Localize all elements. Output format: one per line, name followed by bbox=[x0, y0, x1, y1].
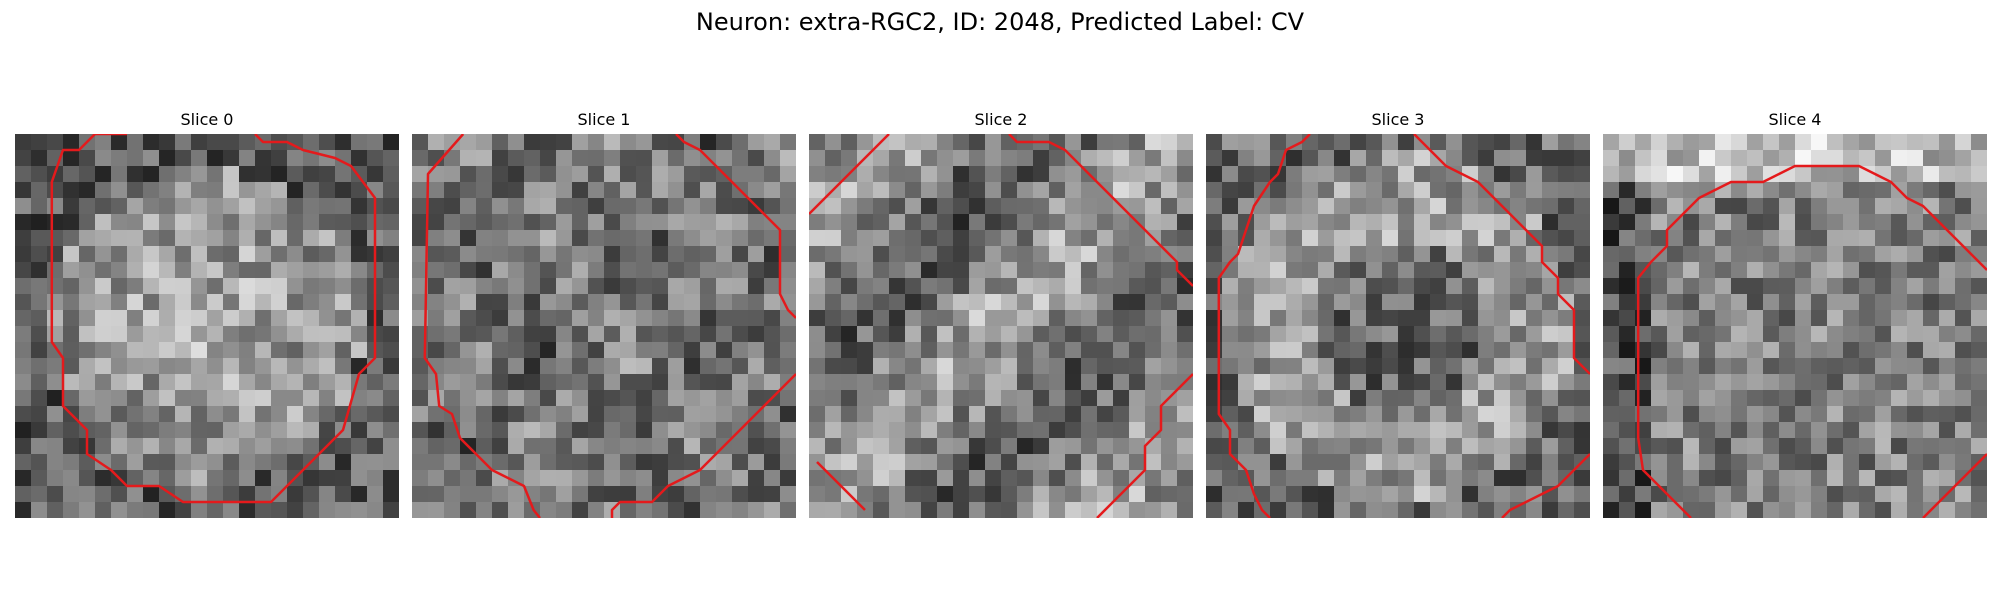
contour-line-0 bbox=[809, 134, 890, 215]
slice-panel-0: Slice 0 bbox=[15, 108, 399, 518]
slice-image bbox=[15, 134, 399, 518]
slice-title: Slice 2 bbox=[974, 110, 1028, 129]
contour-line-1 bbox=[1922, 453, 1987, 518]
contour-line-1 bbox=[610, 373, 796, 518]
slice-image bbox=[809, 134, 1193, 518]
contour-line-1 bbox=[1008, 134, 1193, 287]
slice-panel-2: Slice 2 bbox=[809, 108, 1193, 518]
slice-panel-4: Slice 4 bbox=[1603, 108, 1987, 518]
slice-title: Slice 1 bbox=[577, 110, 631, 129]
contour-line-1 bbox=[1413, 134, 1590, 375]
contour-line-0 bbox=[423, 134, 541, 518]
contour-line-2 bbox=[675, 134, 796, 319]
slice-panel-3: Slice 3 bbox=[1206, 108, 1590, 518]
contour-line-0 bbox=[1217, 134, 1311, 518]
slice-title: Slice 0 bbox=[180, 110, 234, 129]
contour-line-2 bbox=[1501, 453, 1590, 518]
slice-title: Slice 3 bbox=[1371, 110, 1425, 129]
slice-title: Slice 4 bbox=[1768, 110, 1822, 129]
slice-image bbox=[1603, 134, 1987, 518]
contour-line-0 bbox=[1636, 164, 1987, 518]
slice-image bbox=[412, 134, 796, 518]
contour-line-3 bbox=[1096, 373, 1193, 518]
figure-title: Neuron: extra-RGC2, ID: 2048, Predicted … bbox=[695, 8, 1305, 36]
contour-line-2 bbox=[816, 461, 866, 511]
slice-panel-1: Slice 1 bbox=[412, 108, 796, 518]
contour-line-0 bbox=[50, 134, 377, 504]
slice-image bbox=[1206, 134, 1590, 518]
